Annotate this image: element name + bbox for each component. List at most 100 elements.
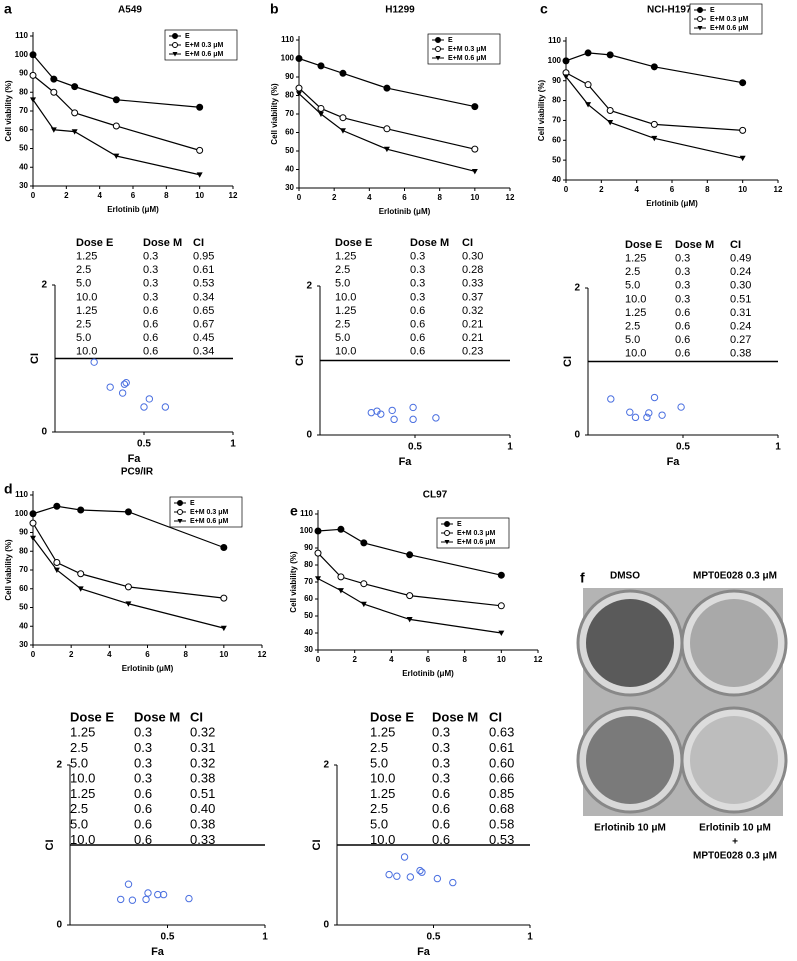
table-cell: 0.6 bbox=[432, 801, 450, 816]
series-line bbox=[32, 74, 200, 151]
point bbox=[145, 395, 154, 403]
y-tick-label: 60 bbox=[304, 594, 313, 603]
marker bbox=[112, 96, 120, 104]
x-tick-label: 0.5 bbox=[427, 932, 441, 943]
x-tick-label: 2 bbox=[352, 655, 357, 664]
marker bbox=[50, 75, 58, 83]
y-tick-label: 40 bbox=[285, 165, 294, 174]
marker bbox=[360, 580, 368, 588]
x-tick-label: 4 bbox=[634, 185, 639, 194]
x-axis-label: Fa bbox=[128, 453, 142, 465]
marker bbox=[337, 525, 345, 533]
legend-label: E+M 0.6 μM bbox=[190, 518, 228, 525]
panel-label: a bbox=[4, 1, 12, 17]
legend-marker bbox=[444, 521, 450, 527]
y-tick-label: 110 bbox=[300, 509, 313, 518]
table: Dose E Dose M CI 1.25 0.3 0.95 2.5 0.3 0.61 5.0 0.… bbox=[76, 237, 214, 358]
y-tick-label: 2 bbox=[41, 280, 47, 291]
point bbox=[400, 853, 409, 861]
table-cell: 0.68 bbox=[489, 801, 514, 816]
y-tick-label: 110 bbox=[548, 36, 561, 45]
table-cell: 2.5 bbox=[370, 801, 388, 816]
x-tick-label: 6 bbox=[402, 193, 407, 202]
y-tick-label: 90 bbox=[285, 72, 294, 81]
marker bbox=[29, 51, 37, 59]
table-cell: 0.6 bbox=[675, 334, 690, 346]
table-cell: 0.67 bbox=[193, 319, 214, 331]
marker bbox=[53, 567, 60, 573]
chart-title: A549 bbox=[118, 5, 142, 16]
table-cell: 0.6 bbox=[410, 346, 425, 358]
table-cell: 0.60 bbox=[489, 755, 514, 770]
table-cell: 5.0 bbox=[335, 278, 350, 290]
legend-marker bbox=[177, 519, 183, 524]
marker bbox=[314, 527, 322, 535]
x-tick-label: 12 bbox=[229, 191, 238, 200]
table-cell: 0.33 bbox=[462, 278, 483, 290]
legend-label: E+M 0.3 μM bbox=[190, 509, 228, 516]
table-cell: 5.0 bbox=[370, 755, 388, 770]
y-tick-label: 40 bbox=[19, 621, 28, 630]
y-axis-label: Cell viability (%) bbox=[4, 539, 13, 601]
legend: E E+M 0.3 μM E+M 0.6 μM bbox=[427, 33, 501, 65]
table-cell: 0.6 bbox=[410, 332, 425, 344]
marker bbox=[30, 97, 36, 103]
marker bbox=[196, 172, 203, 178]
x-tick-label: 10 bbox=[497, 655, 506, 664]
table-cell: 0.27 bbox=[730, 334, 751, 346]
legend-marker bbox=[697, 26, 703, 31]
legend-label: E bbox=[448, 37, 453, 44]
y-tick-label: 100 bbox=[300, 526, 314, 535]
marker bbox=[220, 625, 227, 632]
table-cell: 0.24 bbox=[730, 266, 751, 278]
marker bbox=[196, 146, 204, 154]
table-cell: 0.34 bbox=[193, 291, 214, 303]
series-line bbox=[298, 87, 475, 150]
table-header: Dose E bbox=[76, 237, 113, 249]
y-axis-label: CI bbox=[44, 840, 56, 851]
point bbox=[140, 403, 148, 411]
y-tick-label: 80 bbox=[19, 87, 28, 96]
table-cell: 0.6 bbox=[143, 305, 158, 317]
y-tick-label: 50 bbox=[285, 146, 294, 155]
table-cell: 1.25 bbox=[70, 725, 95, 740]
series-line bbox=[317, 578, 502, 634]
table-header: Dose E bbox=[370, 709, 414, 724]
table-cell: 0.3 bbox=[134, 740, 152, 755]
table-cell: 0.45 bbox=[193, 332, 214, 344]
marker bbox=[53, 502, 61, 510]
x-tick-label: 4 bbox=[389, 655, 394, 664]
y-tick-label: 0 bbox=[56, 920, 62, 931]
y-axis-label: Cell viability (%) bbox=[270, 83, 279, 145]
table-header: Dose E bbox=[70, 709, 114, 724]
table-cell: 0.3 bbox=[432, 740, 450, 755]
x-tick-label: 12 bbox=[258, 650, 267, 659]
table-cell: 0.51 bbox=[190, 786, 215, 801]
table-cell: 0.3 bbox=[410, 251, 425, 263]
y-tick-label: 90 bbox=[304, 543, 313, 552]
table-cell: 0.85 bbox=[489, 786, 514, 801]
point bbox=[658, 411, 666, 419]
y-axis-label: CI bbox=[311, 840, 323, 851]
y-tick-label: 90 bbox=[19, 69, 28, 78]
table-cell: 0.3 bbox=[143, 278, 158, 290]
x-axis-label: Fa bbox=[417, 946, 431, 956]
marker bbox=[383, 146, 390, 153]
x-axis-label: Erlotinib (μM) bbox=[646, 199, 698, 208]
x-tick-label: 0.5 bbox=[408, 442, 422, 453]
marker bbox=[113, 153, 120, 159]
table-cell: 0.23 bbox=[462, 346, 483, 358]
table-cell: 0.6 bbox=[134, 832, 152, 847]
marker bbox=[317, 62, 325, 70]
y-tick-label: 50 bbox=[304, 611, 313, 620]
legend-marker bbox=[435, 56, 441, 61]
marker bbox=[29, 519, 37, 527]
x-tick-label: 8 bbox=[164, 191, 169, 200]
table-cell: 0.3 bbox=[675, 280, 690, 292]
x-tick-label: 0 bbox=[316, 655, 321, 664]
y-tick-label: 70 bbox=[552, 116, 561, 125]
table-cell: 5.0 bbox=[370, 817, 388, 832]
legend-label: E+M 0.6 μM bbox=[448, 55, 486, 62]
